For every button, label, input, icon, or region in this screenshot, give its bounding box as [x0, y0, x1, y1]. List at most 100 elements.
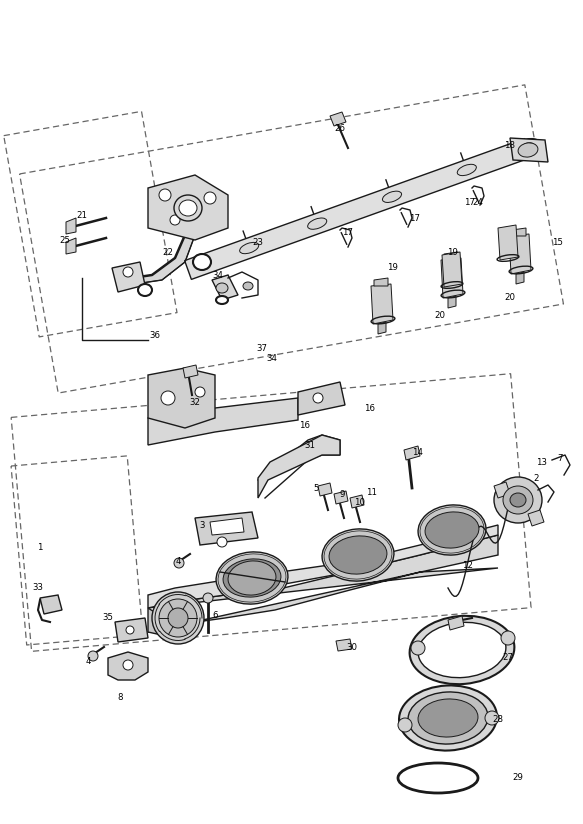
Polygon shape	[498, 225, 518, 260]
Polygon shape	[148, 608, 175, 638]
Text: 16: 16	[364, 404, 375, 413]
Circle shape	[159, 189, 171, 201]
Polygon shape	[66, 238, 76, 254]
Text: 31: 31	[304, 441, 315, 450]
Circle shape	[485, 711, 499, 725]
Polygon shape	[40, 595, 62, 614]
Polygon shape	[444, 252, 458, 260]
Text: 5: 5	[313, 484, 319, 493]
Polygon shape	[108, 652, 148, 680]
Circle shape	[170, 215, 180, 225]
Ellipse shape	[228, 561, 276, 595]
Polygon shape	[148, 398, 298, 445]
Text: 18: 18	[504, 141, 515, 149]
Polygon shape	[404, 446, 420, 460]
Ellipse shape	[159, 599, 197, 637]
Text: 8: 8	[117, 694, 123, 703]
Polygon shape	[528, 510, 544, 526]
Text: 7: 7	[557, 453, 563, 462]
Polygon shape	[115, 618, 148, 642]
Circle shape	[123, 267, 133, 277]
Ellipse shape	[308, 218, 326, 229]
Polygon shape	[148, 368, 215, 428]
Ellipse shape	[322, 529, 394, 581]
Polygon shape	[148, 525, 498, 608]
Text: 35: 35	[103, 614, 114, 622]
Polygon shape	[298, 382, 345, 415]
Text: 12: 12	[462, 560, 473, 569]
Polygon shape	[118, 235, 195, 284]
Text: 10: 10	[354, 498, 366, 507]
Text: 3: 3	[199, 521, 205, 530]
Circle shape	[411, 641, 425, 655]
Polygon shape	[318, 483, 332, 496]
Text: 34: 34	[266, 353, 278, 363]
Polygon shape	[148, 535, 498, 632]
Text: 25: 25	[59, 236, 71, 245]
Ellipse shape	[382, 191, 402, 203]
Text: 22: 22	[163, 247, 174, 256]
Polygon shape	[195, 512, 258, 545]
Text: 17: 17	[342, 227, 353, 236]
Text: 1: 1	[37, 544, 43, 553]
Ellipse shape	[168, 608, 188, 628]
Ellipse shape	[494, 477, 542, 523]
Text: 19: 19	[387, 264, 398, 273]
Polygon shape	[441, 258, 463, 298]
Polygon shape	[212, 275, 238, 300]
Polygon shape	[448, 296, 456, 308]
Polygon shape	[336, 639, 352, 651]
Ellipse shape	[521, 143, 535, 153]
Ellipse shape	[193, 254, 211, 270]
Ellipse shape	[510, 493, 526, 507]
Polygon shape	[334, 491, 348, 504]
Text: 26: 26	[335, 124, 346, 133]
Ellipse shape	[514, 138, 542, 157]
Ellipse shape	[503, 486, 533, 514]
Polygon shape	[210, 518, 244, 535]
Ellipse shape	[138, 284, 152, 296]
Text: 17: 17	[409, 213, 420, 222]
Polygon shape	[448, 616, 464, 630]
Ellipse shape	[425, 512, 479, 548]
Circle shape	[398, 718, 412, 732]
Ellipse shape	[329, 536, 387, 574]
Text: 11: 11	[367, 488, 378, 497]
Text: 27: 27	[503, 653, 514, 662]
Ellipse shape	[410, 616, 514, 684]
Text: 6: 6	[212, 611, 217, 620]
Ellipse shape	[223, 559, 281, 597]
Ellipse shape	[408, 692, 488, 744]
Circle shape	[161, 391, 175, 405]
Ellipse shape	[518, 143, 538, 157]
Ellipse shape	[399, 686, 497, 751]
Circle shape	[126, 626, 134, 634]
Text: 13: 13	[536, 457, 547, 466]
Polygon shape	[378, 322, 386, 334]
Text: 15: 15	[553, 237, 564, 246]
Ellipse shape	[216, 552, 288, 604]
Ellipse shape	[418, 699, 478, 737]
Text: 2: 2	[533, 474, 539, 483]
Text: 36: 36	[149, 330, 160, 339]
Ellipse shape	[457, 164, 476, 176]
Polygon shape	[494, 482, 510, 498]
Text: 33: 33	[33, 583, 44, 592]
Polygon shape	[512, 228, 526, 236]
Circle shape	[174, 558, 184, 568]
Polygon shape	[350, 495, 364, 508]
Ellipse shape	[179, 200, 197, 216]
Text: 20: 20	[504, 293, 515, 302]
Polygon shape	[148, 175, 228, 240]
Ellipse shape	[216, 296, 228, 304]
Polygon shape	[66, 218, 76, 234]
Circle shape	[88, 651, 98, 661]
Polygon shape	[374, 278, 388, 286]
Polygon shape	[185, 138, 531, 279]
Ellipse shape	[418, 505, 486, 555]
Circle shape	[123, 660, 133, 670]
Text: 16: 16	[300, 420, 311, 429]
Text: 21: 21	[76, 210, 87, 219]
Circle shape	[313, 393, 323, 403]
Polygon shape	[183, 365, 198, 378]
